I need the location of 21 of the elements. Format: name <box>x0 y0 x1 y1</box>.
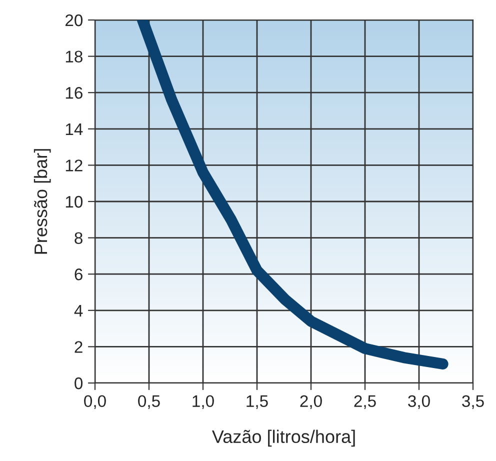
y-axis-title: Pressão [bar] <box>34 149 51 254</box>
y-tick-label: 16 <box>66 87 82 99</box>
y-tick-label: 2 <box>74 341 82 353</box>
y-tick-label: 12 <box>66 160 82 172</box>
y-tick-label: 20 <box>65 14 83 26</box>
y-tick-label: 10 <box>66 196 83 208</box>
x-tick-label: 2,0 <box>300 395 322 410</box>
y-tick-label: 18 <box>66 50 82 63</box>
y-tick-label: 14 <box>66 123 83 135</box>
x-tick-label: 3,0 <box>408 395 430 410</box>
y-tick-label: 6 <box>74 268 82 280</box>
x-axis-title: Vazão [litros/hora] <box>212 430 355 447</box>
x-tick-label: 2,5 <box>354 395 376 410</box>
x-tick-label: 1,5 <box>246 395 268 410</box>
x-tick-label: 3,5 <box>462 395 484 410</box>
x-tick-label: 0,0 <box>84 395 106 410</box>
x-tick-label: 0,5 <box>138 395 160 410</box>
x-tick-label: 1,0 <box>192 395 214 410</box>
y-tick-label: 4 <box>74 304 83 316</box>
y-tick-label: 0 <box>74 377 83 390</box>
y-tick-label: 8 <box>74 232 82 244</box>
